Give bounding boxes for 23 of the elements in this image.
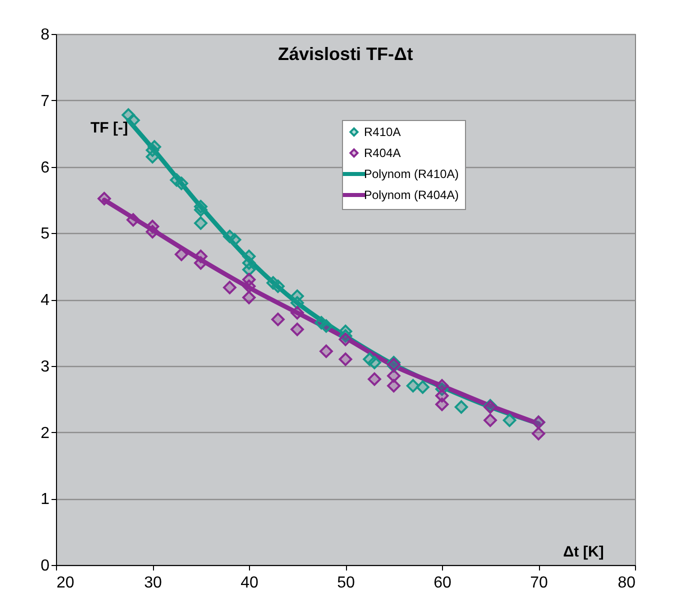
y-tick-label: 6	[40, 159, 50, 176]
x-axis-title: Δt [K]	[563, 544, 604, 560]
y-tick-label: 4	[40, 292, 50, 309]
x-tick-label: 40	[240, 574, 258, 592]
legend-label: R410A	[364, 125, 401, 139]
x-tick-label: 20	[56, 574, 74, 592]
y-tick-label: 5	[40, 226, 50, 243]
x-tick-label: 80	[618, 574, 636, 592]
legend-label: Polynom (R410A)	[364, 167, 459, 181]
y-tick-label: 8	[40, 26, 50, 44]
y-axis-title: TF [-]	[90, 120, 128, 136]
x-tick-label: 30	[144, 574, 162, 592]
text: Závislosti TF-Δt	[278, 44, 413, 64]
x-tick-label: 50	[337, 574, 355, 592]
y-tick-label: 2	[40, 424, 50, 442]
x-tick-label: 60	[434, 574, 452, 592]
x-tick-label: 70	[530, 574, 548, 592]
legend-label: Polynom (R404A)	[364, 188, 459, 202]
y-tick-label: 0	[40, 558, 50, 574]
y-tick-label: 7	[40, 92, 50, 110]
y-tick-label: 3	[40, 358, 50, 376]
y-tick-label: 1	[40, 491, 50, 508]
legend-label: R404A	[364, 146, 401, 160]
